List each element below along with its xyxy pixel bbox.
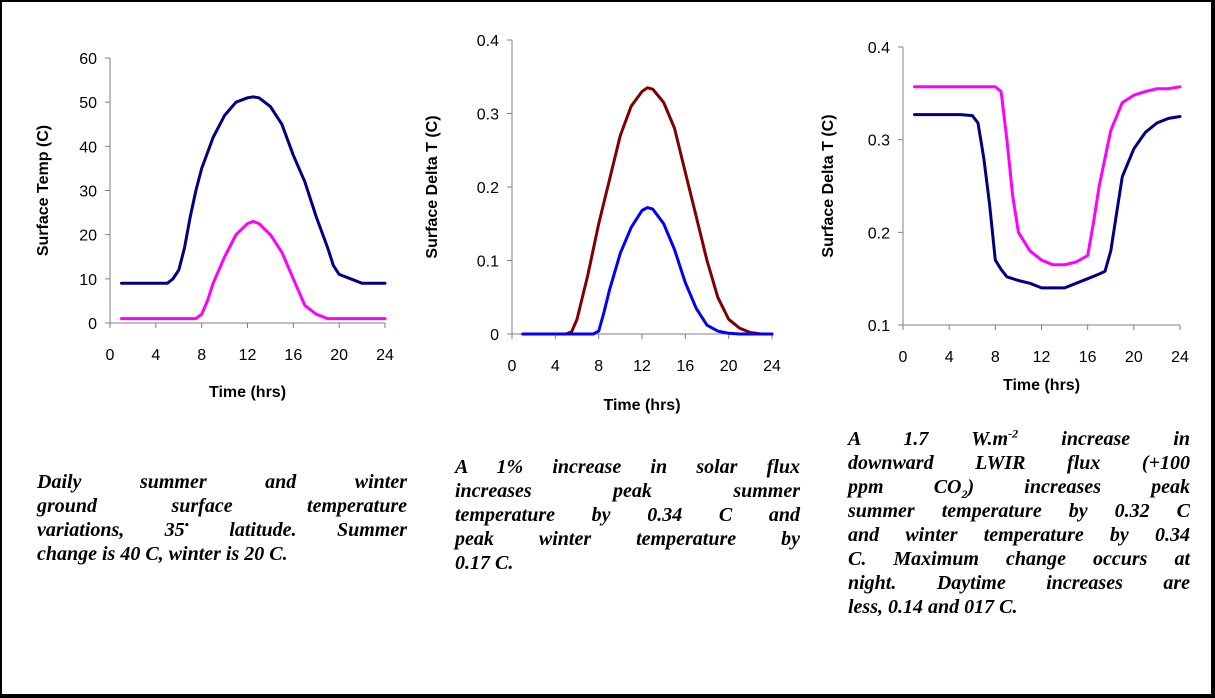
caption-right-line-1: A 1.7 W.m-2 increase in bbox=[848, 426, 1191, 450]
caption-left-line-3: variations, 35• latitude. Summer bbox=[37, 517, 407, 541]
x-axis-title: Time (hrs) bbox=[1003, 377, 1080, 394]
caption-right-line-3: ppm CO2) increases peak bbox=[848, 476, 1190, 501]
x-tick-label: 20 bbox=[720, 358, 738, 375]
caption-middle-line-1: A 1% increase in solar flux bbox=[455, 456, 800, 478]
caption-left: Daily summer and winter ground surface t… bbox=[37, 470, 407, 566]
x-tick-label: 0 bbox=[508, 358, 517, 375]
y-axis-title: Surface Delta T (C) bbox=[820, 114, 837, 257]
x-tick-label: 4 bbox=[551, 358, 560, 375]
x-tick-label: 20 bbox=[1125, 349, 1143, 366]
x-tick-label: 24 bbox=[763, 358, 781, 375]
y-tick-label: 20 bbox=[79, 228, 97, 245]
caption-middle: A 1% increase in solar flux increases pe… bbox=[455, 455, 800, 575]
chart-solar-flux-delta: 0 0.1 0.2 0.3 0.4 0 4 8 12 16 20 24 Time (hrs) Surfac… bbox=[424, 33, 781, 414]
x-tick-label: 20 bbox=[330, 347, 348, 364]
caption-middle-line-3: temperature by 0.34 C and bbox=[455, 504, 800, 526]
y-tick-label: 0.3 bbox=[477, 107, 499, 124]
y-tick-label: 40 bbox=[79, 139, 97, 156]
x-tick-label: 4 bbox=[151, 347, 160, 364]
caption-left-line-4: change is 40 C, winter is 20 C. bbox=[37, 543, 288, 565]
x-tick-label: 8 bbox=[197, 347, 206, 364]
caption-right-line-7: night. Daytime increases are bbox=[848, 572, 1190, 594]
y-tick-label: 50 bbox=[79, 95, 97, 112]
y-axis-title: Surface Temp (C) bbox=[35, 125, 52, 256]
x-tick-label: 16 bbox=[1079, 349, 1097, 366]
x-tick-label: 4 bbox=[945, 349, 954, 366]
y-tick-label: 0.1 bbox=[868, 318, 890, 335]
y-tick-label: 0.1 bbox=[477, 254, 499, 271]
series-line-1 bbox=[120, 95, 387, 285]
caption-right-line-4: summer temperature by 0.32 C bbox=[848, 500, 1190, 522]
series-line-1 bbox=[521, 86, 774, 336]
x-tick-label: 24 bbox=[1171, 349, 1189, 366]
y-tick-label: 0.2 bbox=[477, 180, 499, 197]
x-tick-label: 0 bbox=[106, 347, 115, 364]
y-tick-label: 60 bbox=[79, 51, 97, 68]
x-tick-label: 8 bbox=[594, 358, 603, 375]
y-tick-label: 0.4 bbox=[868, 40, 890, 57]
y-tick-label: 0.2 bbox=[868, 225, 890, 242]
caption-left-line-1: Daily summer and winter bbox=[37, 471, 407, 493]
x-tick-label: 16 bbox=[676, 358, 694, 375]
y-tick-label: 0.4 bbox=[477, 33, 499, 50]
caption-middle-line-2: increases peak summer bbox=[455, 480, 800, 502]
caption-middle-line-5: 0.17 C. bbox=[455, 552, 514, 574]
caption-right: A 1.7 W.m-2 increase in downward LWIR fl… bbox=[848, 427, 1190, 619]
caption-right-line-5: and winter temperature by 0.34 bbox=[848, 524, 1190, 546]
y-axis-title: Surface Delta T (C) bbox=[424, 115, 441, 258]
caption-right-line-6: C. Maximum change occurs at bbox=[848, 548, 1190, 570]
caption-middle-line-4: peak winter temperature by bbox=[455, 528, 800, 550]
x-axis-title: Time (hrs) bbox=[209, 384, 286, 401]
series-line-2 bbox=[120, 219, 387, 321]
x-axis-title: Time (hrs) bbox=[603, 397, 680, 414]
x-tick-label: 12 bbox=[633, 358, 651, 375]
x-tick-label: 0 bbox=[899, 349, 908, 366]
y-tick-label: 30 bbox=[79, 184, 97, 201]
caption-left-line-2: ground surface temperature bbox=[37, 495, 407, 517]
x-tick-label: 8 bbox=[991, 349, 1000, 366]
x-tick-label: 16 bbox=[284, 347, 302, 364]
series-line-2 bbox=[913, 113, 1182, 290]
y-tick-label: 10 bbox=[79, 272, 97, 289]
caption-right-line-8: less, 0.14 and 017 C. bbox=[848, 596, 1018, 618]
x-tick-label: 24 bbox=[376, 347, 394, 364]
y-tick-label: 0 bbox=[88, 316, 97, 333]
caption-right-line-2: downward LWIR flux (+100 bbox=[848, 452, 1190, 474]
x-tick-label: 12 bbox=[239, 347, 257, 364]
series-line-1 bbox=[913, 85, 1182, 267]
y-tick-label: 0 bbox=[490, 327, 499, 344]
chart-lwir-flux-delta: 0.1 0.2 0.3 0.4 0 4 8 12 16 20 24 Time (hrs) Surface… bbox=[820, 40, 1189, 394]
x-tick-label: 12 bbox=[1033, 349, 1051, 366]
chart-surface-temp: 0 10 20 30 40 50 60 0 4 8 12 16 20 24 Time (hrs) Surfac… bbox=[35, 51, 394, 401]
series-line-2 bbox=[521, 206, 774, 336]
y-tick-label: 0.3 bbox=[868, 133, 890, 150]
